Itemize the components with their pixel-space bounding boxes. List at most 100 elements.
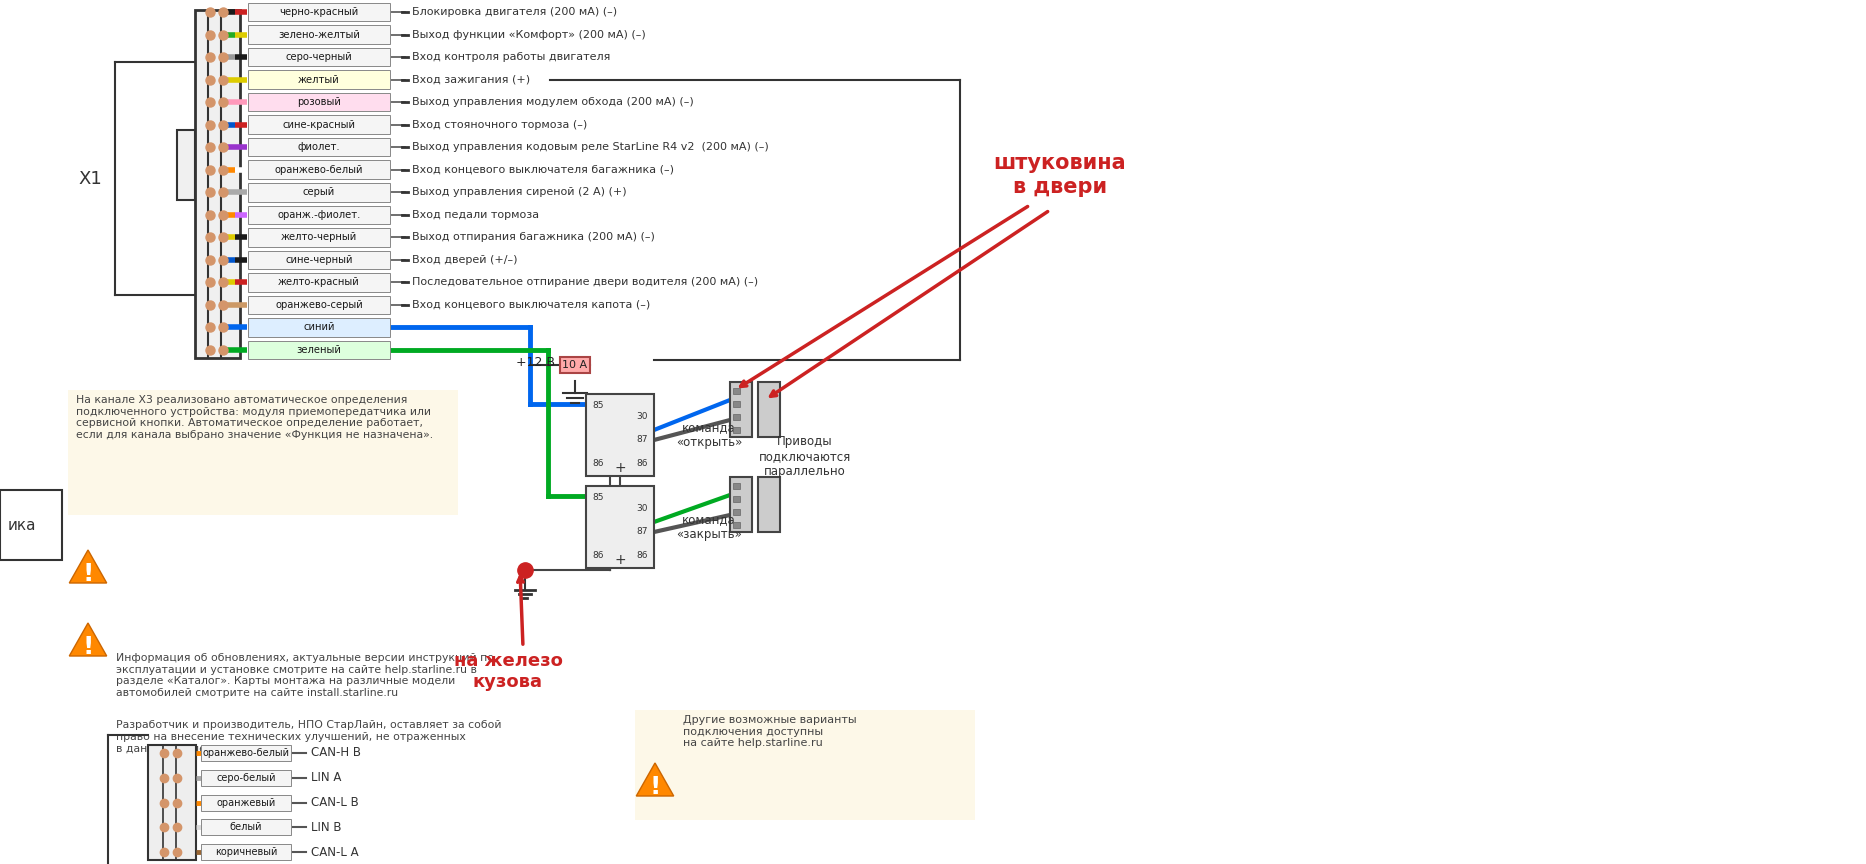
Text: Выход управления модулем обхода (200 мА) (–): Выход управления модулем обхода (200 мА)… bbox=[412, 97, 694, 107]
Text: 86: 86 bbox=[592, 460, 603, 468]
Bar bbox=[202, 745, 291, 761]
Bar bbox=[248, 138, 390, 156]
Bar bbox=[248, 295, 390, 314]
Text: на железо
кузова: на железо кузова bbox=[453, 652, 562, 691]
Bar bbox=[730, 382, 752, 437]
Text: желтый: желтый bbox=[299, 74, 340, 85]
Text: розовый: розовый bbox=[297, 97, 341, 107]
Text: Вход стояночного тормоза (–): Вход стояночного тормоза (–) bbox=[412, 120, 588, 130]
Bar bbox=[147, 745, 196, 860]
Text: 87: 87 bbox=[636, 526, 648, 536]
Text: CAN-H B: CAN-H B bbox=[312, 746, 360, 759]
Text: !: ! bbox=[82, 635, 93, 659]
Bar bbox=[67, 390, 457, 515]
Text: сине-черный: сине-черный bbox=[285, 255, 353, 265]
Text: команда
«открыть»: команда «открыть» bbox=[675, 421, 743, 449]
Text: ика: ика bbox=[7, 518, 37, 532]
Text: 86: 86 bbox=[636, 551, 648, 561]
Bar bbox=[733, 427, 741, 433]
Bar bbox=[202, 795, 291, 810]
Bar bbox=[248, 116, 390, 134]
Text: Вход дверей (+/–): Вход дверей (+/–) bbox=[412, 255, 517, 265]
Text: 86: 86 bbox=[636, 460, 648, 468]
Text: Вход концевого выключателя багажника (–): Вход концевого выключателя багажника (–) bbox=[412, 165, 674, 175]
Text: Вход зажигания (+): Вход зажигания (+) bbox=[412, 74, 530, 85]
Text: 10 А: 10 А bbox=[562, 360, 588, 370]
Bar bbox=[733, 483, 741, 489]
Text: На канале X3 реализовано автоматическое определения
подключенного устройства: мо: На канале X3 реализовано автоматическое … bbox=[77, 395, 433, 440]
Text: черно-красный: черно-красный bbox=[280, 7, 358, 17]
Bar bbox=[248, 318, 390, 337]
Text: LIN B: LIN B bbox=[312, 821, 341, 834]
Text: Приводы
подключаются
параллельно: Приводы подключаются параллельно bbox=[759, 435, 851, 479]
Text: Вход педали тормоза: Вход педали тормоза bbox=[412, 210, 539, 219]
Text: 87: 87 bbox=[636, 435, 648, 443]
Bar bbox=[0, 490, 62, 560]
Bar bbox=[758, 477, 780, 532]
Text: +: + bbox=[614, 461, 625, 475]
Text: сине-красный: сине-красный bbox=[282, 120, 356, 130]
Text: штуковина
в двери: штуковина в двери bbox=[995, 154, 1127, 197]
Text: оранж.-фиолет.: оранж.-фиолет. bbox=[278, 210, 360, 219]
Bar bbox=[733, 496, 741, 502]
Text: Вход концевого выключателя капота (–): Вход концевого выключателя капота (–) bbox=[412, 300, 649, 310]
Bar bbox=[248, 183, 390, 201]
Text: фиолет.: фиолет. bbox=[299, 143, 340, 152]
Text: Вход контроля работы двигателя: Вход контроля работы двигателя bbox=[412, 52, 610, 62]
Text: Информация об обновлениях, актуальные версии инструкций по
эксплуатации и устано: Информация об обновлениях, актуальные ве… bbox=[116, 653, 494, 698]
Text: !: ! bbox=[649, 775, 661, 799]
Text: желто-черный: желто-черный bbox=[282, 232, 356, 242]
Bar bbox=[560, 357, 590, 373]
Text: 85: 85 bbox=[592, 493, 603, 503]
Text: 86: 86 bbox=[592, 551, 603, 561]
Text: зеленый: зеленый bbox=[297, 345, 341, 355]
Bar bbox=[202, 844, 291, 860]
Text: +: + bbox=[614, 553, 625, 567]
Text: серо-белый: серо-белый bbox=[216, 772, 276, 783]
Bar bbox=[733, 414, 741, 420]
Text: X1: X1 bbox=[78, 169, 103, 187]
Bar bbox=[586, 394, 653, 476]
Text: желто-красный: желто-красный bbox=[278, 277, 360, 288]
Text: зелено-желтый: зелено-желтый bbox=[278, 29, 360, 40]
Polygon shape bbox=[69, 550, 106, 583]
Bar bbox=[196, 10, 241, 358]
Text: !: ! bbox=[82, 562, 93, 586]
Polygon shape bbox=[69, 623, 106, 656]
Text: LIN A: LIN A bbox=[312, 772, 341, 785]
Text: +12 В: +12 В bbox=[517, 357, 554, 370]
Bar bbox=[248, 70, 390, 89]
Bar bbox=[758, 382, 780, 437]
Text: белый: белый bbox=[230, 823, 263, 832]
Text: оранжево-белый: оранжево-белый bbox=[203, 748, 289, 758]
Bar bbox=[202, 819, 291, 835]
Bar bbox=[248, 340, 390, 359]
Text: CAN-L B: CAN-L B bbox=[312, 796, 358, 809]
Bar bbox=[248, 25, 390, 44]
Text: Другие возможные варианты
подключения доступны
на сайте help.starline.ru: Другие возможные варианты подключения до… bbox=[683, 715, 856, 748]
Bar bbox=[67, 530, 457, 730]
Text: синий: синий bbox=[304, 322, 334, 333]
Bar bbox=[248, 251, 390, 269]
Text: коричневый: коричневый bbox=[215, 847, 278, 857]
Text: оранжево-белый: оранжево-белый bbox=[274, 165, 364, 175]
Text: серый: серый bbox=[302, 187, 336, 197]
Text: Выход управления сиреной (2 А) (+): Выход управления сиреной (2 А) (+) bbox=[412, 187, 627, 197]
Bar bbox=[248, 3, 390, 22]
Text: Последовательное отпирание двери водителя (200 мА) (–): Последовательное отпирание двери водител… bbox=[412, 277, 758, 288]
Bar bbox=[248, 228, 390, 246]
Bar bbox=[248, 273, 390, 292]
Polygon shape bbox=[636, 763, 674, 796]
Bar bbox=[733, 388, 741, 394]
Text: команда
«закрыть»: команда «закрыть» bbox=[675, 513, 743, 541]
Bar bbox=[248, 206, 390, 224]
Bar bbox=[733, 509, 741, 515]
Bar bbox=[202, 770, 291, 785]
Text: Выход функции «Комфорт» (200 мА) (–): Выход функции «Комфорт» (200 мА) (–) bbox=[412, 29, 646, 40]
Bar bbox=[248, 93, 390, 111]
Text: 30: 30 bbox=[636, 505, 648, 513]
Bar bbox=[733, 522, 741, 528]
Bar bbox=[586, 486, 653, 568]
Bar bbox=[248, 48, 390, 67]
Text: оранжевый: оранжевый bbox=[216, 797, 276, 808]
